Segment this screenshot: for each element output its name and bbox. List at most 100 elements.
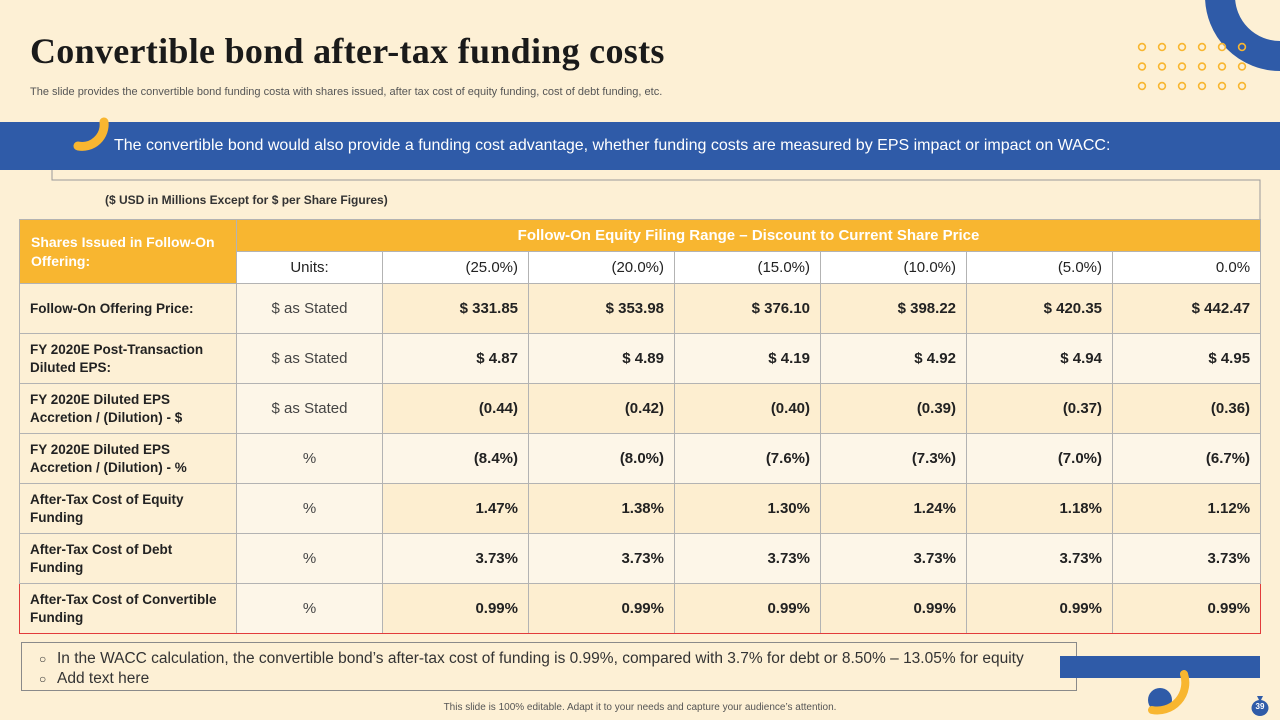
table-cell: $ 398.22 bbox=[820, 283, 967, 334]
decorative-dot bbox=[1157, 81, 1167, 91]
column-header: 0.0% bbox=[1111, 251, 1262, 284]
table-cell: 0.99% bbox=[966, 583, 1113, 634]
page-title: Convertible bond after-tax funding costs bbox=[30, 31, 665, 71]
table-cell: (7.3%) bbox=[820, 433, 967, 484]
footer-text: This slide is 100% editable. Adapt it to… bbox=[443, 702, 837, 713]
table-cell: $ 4.94 bbox=[966, 333, 1113, 384]
column-header: (20.0%) bbox=[528, 251, 675, 284]
row-unit: % bbox=[236, 433, 383, 484]
column-header: (5.0%) bbox=[966, 251, 1113, 284]
decorative-dot bbox=[1137, 62, 1147, 71]
row-label: After-Tax Cost of Convertible Funding bbox=[19, 583, 237, 634]
table-cell: 1.47% bbox=[382, 483, 529, 534]
notes-box: ○ In the WACC calculation, the convertibl… bbox=[21, 642, 1077, 691]
table-cell: $ 353.98 bbox=[528, 283, 675, 334]
info-banner bbox=[0, 122, 1280, 170]
note-item: ○ In the WACC calculation, the convertibl… bbox=[39, 649, 1076, 669]
table-row: FY 2020E Post-Transaction Diluted EPS: $ … bbox=[19, 333, 1262, 384]
table-row: Follow-On Offering Price: $ as Stated $ 33… bbox=[19, 283, 1262, 334]
page-subtitle: The slide provides the convertible bond … bbox=[30, 86, 663, 98]
table-cell: $ 4.89 bbox=[528, 333, 675, 384]
column-header-row: Units: (25.0%) (20.0%) (15.0%) (10.0%) (… bbox=[20, 251, 1262, 284]
decorative-dot bbox=[1177, 42, 1187, 52]
decorative-dot bbox=[1197, 62, 1207, 71]
table-cell: (8.0%) bbox=[528, 433, 675, 484]
table-cell: 1.30% bbox=[674, 483, 821, 534]
table-cell: 0.99% bbox=[820, 583, 967, 634]
decorative-dot bbox=[1177, 62, 1187, 71]
table-cell: (0.44) bbox=[382, 383, 529, 434]
table-cell: 1.38% bbox=[528, 483, 675, 534]
table-row: After-Tax Cost of Equity Funding% 1.47% 1.… bbox=[19, 483, 1262, 534]
table-row: After-Tax Cost of Debt Funding% 3.73% 3.73… bbox=[19, 533, 1262, 584]
decorative-dot-grid bbox=[1137, 42, 1247, 91]
column-header: (10.0%) bbox=[820, 251, 967, 284]
table-cell: 0.99% bbox=[674, 583, 821, 634]
circle-bullet-icon: ○ bbox=[39, 652, 47, 666]
decorative-dot bbox=[1237, 62, 1247, 71]
money-bag-icon bbox=[1251, 696, 1269, 716]
table-cell: (0.36) bbox=[1111, 383, 1262, 434]
decorative-dot bbox=[1237, 42, 1247, 52]
table-cell: (7.0%) bbox=[966, 433, 1113, 484]
row-unit: % bbox=[236, 533, 383, 584]
table-cell: (8.4%) bbox=[382, 433, 529, 484]
banner-text: The convertible bond would also provide … bbox=[114, 137, 1111, 154]
decorative-dot bbox=[1157, 62, 1167, 71]
note-item: ○ Add text here bbox=[39, 669, 1076, 689]
row-label: Follow-On Offering Price: bbox=[19, 283, 237, 334]
row-label: After-Tax Cost of Debt Funding bbox=[19, 533, 237, 584]
page-number: 39 bbox=[1255, 702, 1265, 711]
group-header: Follow-On Equity Filing Range – Discount… bbox=[235, 219, 1262, 252]
table-cell: $ 376.10 bbox=[674, 283, 821, 334]
table-cell: (0.37) bbox=[966, 383, 1113, 434]
table-cell: $ 331.85 bbox=[382, 283, 529, 334]
decorative-arc-shape bbox=[73, 117, 109, 151]
table-cell: $ 4.87 bbox=[382, 333, 529, 384]
decorative-dot bbox=[1197, 81, 1207, 91]
units-label: Units: bbox=[236, 251, 383, 284]
row-label: FY 2020E Diluted EPS Accretion / (Diluti… bbox=[19, 383, 237, 434]
table-cell: 3.73% bbox=[1111, 533, 1262, 584]
decorative-dot bbox=[1217, 81, 1227, 91]
table-cell: $ 4.92 bbox=[820, 333, 967, 384]
table-cell: (0.42) bbox=[528, 383, 675, 434]
corner-header: Shares Issued in Follow-On Offering: bbox=[19, 219, 237, 284]
row-unit: % bbox=[236, 483, 383, 534]
decorative-dot bbox=[1137, 81, 1147, 91]
table-cell: (0.39) bbox=[820, 383, 967, 434]
circle-bullet-icon: ○ bbox=[39, 672, 47, 686]
table-cell: 3.73% bbox=[820, 533, 967, 584]
table-cell: 0.99% bbox=[528, 583, 675, 634]
table-cell: 3.73% bbox=[966, 533, 1113, 584]
row-label: FY 2020E Post-Transaction Diluted EPS: bbox=[19, 333, 237, 384]
decorative-dot bbox=[1217, 42, 1227, 52]
decorative-dot bbox=[1237, 81, 1247, 91]
table-cell: 0.99% bbox=[382, 583, 529, 634]
row-unit: $ as Stated bbox=[236, 283, 383, 334]
column-header: (15.0%) bbox=[674, 251, 821, 284]
table-cell: 3.73% bbox=[528, 533, 675, 584]
funding-cost-table: Shares Issued in Follow-On Offering: Fol… bbox=[19, 219, 1262, 634]
table-row: FY 2020E Diluted EPS Accretion / (Diluti… bbox=[19, 433, 1262, 484]
decorative-dot bbox=[1177, 81, 1187, 91]
table-cell: $ 442.47 bbox=[1111, 283, 1262, 334]
table-cell: (6.7%) bbox=[1111, 433, 1262, 484]
decorative-dot bbox=[1197, 42, 1207, 52]
row-label: FY 2020E Diluted EPS Accretion / (Diluti… bbox=[19, 433, 237, 484]
table-cell: $ 4.95 bbox=[1111, 333, 1262, 384]
table-cell: 3.73% bbox=[674, 533, 821, 584]
decorative-arc-shape bbox=[1148, 670, 1190, 715]
decorative-dot bbox=[1157, 42, 1167, 52]
table-cell: (0.40) bbox=[674, 383, 821, 434]
row-label: After-Tax Cost of Equity Funding bbox=[19, 483, 237, 534]
note-text: In the WACC calculation, the convertible… bbox=[57, 650, 1024, 667]
table-cell: 1.24% bbox=[820, 483, 967, 534]
table-body: Follow-On Offering Price: $ as Stated $ 33… bbox=[19, 283, 1262, 634]
table-cell: 1.12% bbox=[1111, 483, 1262, 534]
row-unit: $ as Stated bbox=[236, 383, 383, 434]
decorative-dot bbox=[1217, 62, 1227, 71]
table-cell: 0.99% bbox=[1111, 583, 1262, 634]
table-cell: $ 420.35 bbox=[966, 283, 1113, 334]
decorative-dot bbox=[1137, 42, 1147, 52]
